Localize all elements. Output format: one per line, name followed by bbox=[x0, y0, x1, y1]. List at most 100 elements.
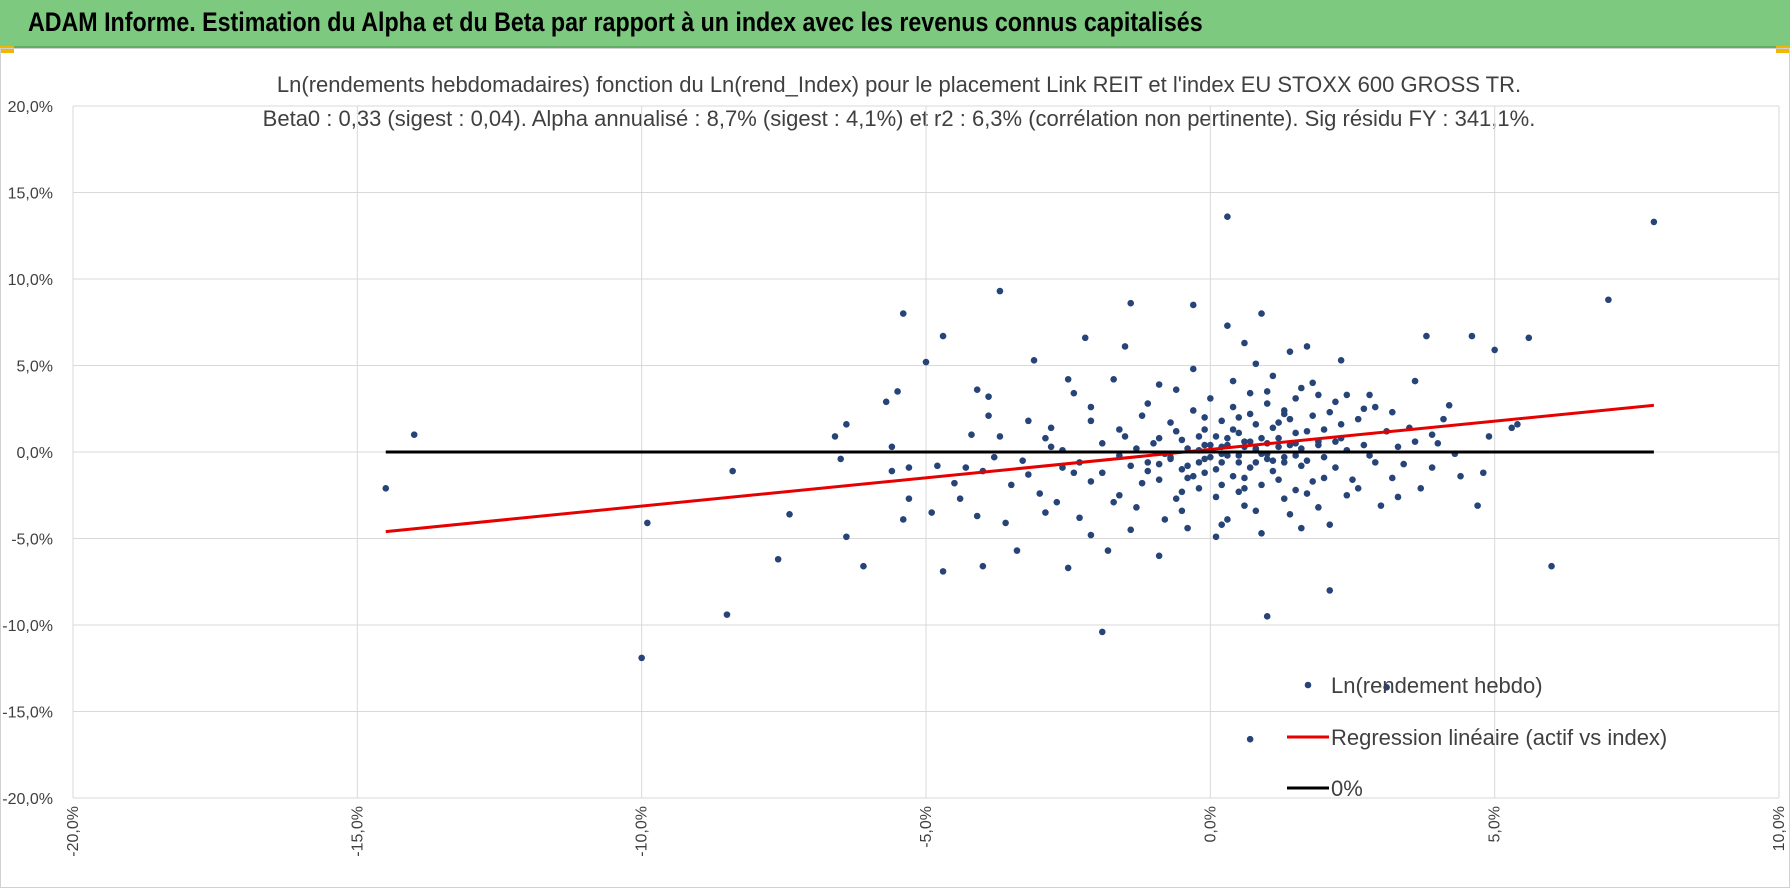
data-point bbox=[1235, 414, 1243, 421]
corner-marker-top-left bbox=[0, 46, 14, 53]
data-point bbox=[1172, 495, 1180, 503]
data-point bbox=[1121, 433, 1129, 440]
data-point bbox=[1178, 436, 1186, 444]
data-point bbox=[1098, 628, 1106, 636]
regression-line bbox=[385, 403, 1655, 534]
data-point bbox=[843, 421, 850, 428]
data-point bbox=[1155, 434, 1163, 442]
data-point bbox=[1371, 403, 1379, 411]
data-point bbox=[1064, 564, 1072, 572]
data-point bbox=[905, 495, 913, 503]
data-point bbox=[1252, 459, 1260, 466]
data-point bbox=[1098, 469, 1106, 477]
data-point bbox=[1053, 498, 1061, 506]
data-point bbox=[1258, 530, 1265, 537]
data-point bbox=[1218, 521, 1226, 528]
data-point bbox=[644, 519, 651, 527]
data-point bbox=[1303, 343, 1311, 350]
data-point bbox=[1241, 502, 1248, 509]
data-point bbox=[1468, 332, 1476, 340]
data-point bbox=[1252, 421, 1260, 428]
data-point bbox=[928, 509, 935, 516]
y-tick-label: -5,0% bbox=[11, 532, 53, 549]
data-point bbox=[1650, 218, 1658, 226]
data-point bbox=[1548, 562, 1555, 570]
data-point bbox=[1110, 376, 1117, 383]
data-point bbox=[638, 654, 645, 662]
x-tick-label: 10,0% bbox=[1771, 806, 1788, 851]
data-point bbox=[1150, 440, 1157, 447]
data-point bbox=[1389, 408, 1396, 416]
data-point bbox=[1218, 417, 1226, 425]
data-point bbox=[1201, 455, 1208, 463]
data-point bbox=[1292, 395, 1299, 402]
data-point bbox=[1229, 403, 1237, 411]
data-point bbox=[1036, 490, 1044, 497]
data-point bbox=[1133, 504, 1140, 511]
data-point bbox=[1298, 462, 1305, 470]
data-point bbox=[1229, 377, 1237, 385]
data-point bbox=[1428, 464, 1436, 471]
data-point bbox=[1263, 613, 1271, 620]
data-point bbox=[1133, 445, 1140, 452]
x-tick-label: -20,0% bbox=[65, 806, 82, 857]
data-point bbox=[1411, 438, 1419, 445]
data-point bbox=[1263, 400, 1271, 407]
data-point bbox=[1042, 434, 1049, 442]
y-tick-label: -15,0% bbox=[2, 705, 53, 722]
data-point bbox=[888, 467, 896, 475]
data-point bbox=[951, 479, 958, 487]
data-point bbox=[1286, 348, 1294, 355]
data-point bbox=[985, 393, 992, 400]
data-point bbox=[1246, 464, 1254, 471]
data-point bbox=[1320, 426, 1328, 433]
data-point bbox=[1360, 441, 1368, 449]
data-point bbox=[1241, 474, 1248, 482]
data-point bbox=[1172, 427, 1180, 435]
data-point bbox=[1445, 401, 1453, 409]
banner: ADAM Informe. Estimation du Alpha et du … bbox=[0, 0, 1790, 48]
banner-title: ADAM Informe. Estimation du Alpha et du … bbox=[28, 7, 1203, 37]
data-point bbox=[1246, 438, 1254, 445]
data-point bbox=[1434, 440, 1442, 447]
data-point bbox=[1514, 421, 1521, 428]
data-point bbox=[1315, 504, 1322, 511]
data-point bbox=[1309, 412, 1316, 419]
data-point bbox=[1252, 360, 1260, 368]
data-point bbox=[831, 433, 839, 440]
data-point bbox=[1013, 547, 1021, 554]
data-point bbox=[1246, 410, 1254, 418]
data-point bbox=[774, 555, 782, 563]
y-tick-label: 15,0% bbox=[8, 186, 53, 203]
data-point bbox=[1371, 459, 1379, 466]
data-point bbox=[1178, 466, 1186, 473]
data-point bbox=[1400, 460, 1407, 468]
data-point bbox=[1417, 485, 1425, 492]
data-point bbox=[1189, 407, 1197, 414]
data-point bbox=[1155, 476, 1163, 483]
legend-label-points: Ln(rendement hebdo) bbox=[1331, 673, 1543, 698]
data-point bbox=[1224, 322, 1231, 330]
data-point bbox=[1394, 443, 1402, 451]
data-point bbox=[1121, 343, 1129, 350]
data-point bbox=[1377, 502, 1385, 509]
data-point bbox=[1110, 498, 1117, 506]
data-point bbox=[1343, 491, 1351, 499]
data-point bbox=[1263, 455, 1271, 463]
data-point bbox=[1235, 429, 1243, 437]
data-point bbox=[1019, 457, 1026, 464]
y-tick-label: 5,0% bbox=[17, 359, 53, 376]
data-point bbox=[1178, 488, 1186, 496]
data-point bbox=[1474, 502, 1481, 509]
data-point bbox=[1440, 415, 1447, 423]
data-point bbox=[1184, 462, 1191, 470]
data-point bbox=[956, 495, 964, 503]
data-point bbox=[1605, 296, 1612, 304]
data-point bbox=[1207, 441, 1214, 449]
data-point bbox=[1394, 493, 1402, 501]
data-point bbox=[1189, 472, 1197, 480]
data-point bbox=[1002, 519, 1009, 527]
data-point bbox=[1212, 493, 1220, 501]
y-tick-label: -20,0% bbox=[2, 791, 53, 808]
chart-title: Ln(rendements hebdomadaires) fonction du… bbox=[277, 72, 1521, 97]
